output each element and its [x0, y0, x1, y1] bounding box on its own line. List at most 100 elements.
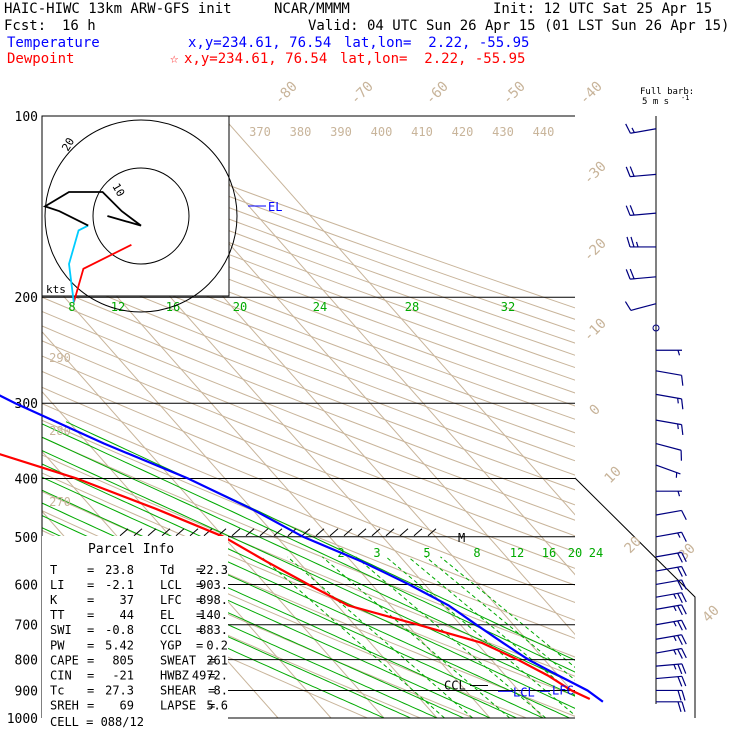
wind-barb-full — [677, 635, 683, 646]
wind-barb — [655, 531, 687, 542]
parcel-info-cell: 898. — [199, 593, 228, 607]
mixing-ratio-label: 3 — [373, 546, 380, 560]
wind-barb — [624, 301, 657, 311]
parcel-info-cell: SWEAT — [160, 653, 196, 667]
dry-adiabat — [42, 386, 575, 604]
pressure-tick-label: 500 — [15, 531, 38, 546]
mixing-ratio-label: 32 — [501, 300, 515, 314]
theta-label: 380 — [290, 125, 312, 139]
wind-barb — [625, 166, 657, 178]
wind-barb — [655, 579, 687, 591]
wind-barb-staff — [655, 419, 682, 426]
hodograph-ring-20 — [44, 119, 238, 313]
theta-label: 270 — [49, 495, 71, 509]
mixing-ratio-label: 16 — [542, 546, 556, 560]
wind-barb-full — [677, 676, 683, 687]
theta-label: 400 — [371, 125, 393, 139]
header-fcst-value: 16 h — [62, 18, 96, 34]
isotherm-label: 20 — [622, 534, 645, 557]
wind-barb-full — [677, 620, 683, 631]
wind-barb — [655, 619, 687, 631]
dry-adiabat — [42, 282, 575, 491]
theta-label: 390 — [330, 125, 352, 139]
moist-adiabat — [42, 515, 491, 718]
hatch-mark — [287, 528, 297, 537]
pressure-tick-label: 900 — [15, 684, 38, 699]
parcel-info-cell: T — [50, 563, 57, 577]
parcel-info-cell: = — [87, 593, 94, 607]
theta-label: 410 — [411, 125, 433, 139]
hatch-mark — [147, 528, 157, 537]
hatch-mark — [245, 528, 255, 537]
hatch-mark — [119, 528, 129, 537]
dewpoint-profile-line — [0, 453, 591, 700]
dry-adiabat — [42, 230, 575, 434]
hatch-mark — [189, 528, 199, 537]
wind-barb-staff — [655, 604, 682, 610]
legend-dewpoint-xy: x,y=234.61, 76.54 — [184, 51, 328, 67]
barb-key-units: 5 m s — [642, 97, 669, 107]
wind-barb-full — [625, 123, 631, 134]
parcel-info-cell: = — [208, 683, 215, 697]
header-valid: Valid: 04 UTC Sun 26 Apr 15 (01 LST Sun … — [308, 18, 730, 34]
parcel-info-cell: Tc — [50, 683, 64, 697]
wind-barb-staff — [655, 663, 682, 667]
hodograph-ring-10 — [92, 167, 190, 265]
moist-adiabat — [42, 476, 570, 718]
wind-barb-full — [681, 531, 687, 542]
theta-label: 280 — [49, 424, 71, 438]
legend-temperature-xy: x,y=234.61, 76.54 — [188, 35, 332, 51]
hatch-mark — [301, 528, 311, 537]
wind-barb-half — [673, 664, 677, 670]
isotherm-label: 40 — [700, 603, 723, 626]
dry-adiabat — [42, 340, 575, 553]
wind-barb-half — [677, 491, 681, 497]
dry-adiabat — [42, 217, 575, 420]
wind-barb-full — [681, 619, 687, 630]
pressure-tick-label: 1000 — [7, 712, 38, 727]
theta-label: 370 — [249, 125, 271, 139]
hodograph-trace — [68, 224, 89, 303]
wind-barb-half — [677, 350, 681, 356]
dry-adiabat — [42, 169, 575, 369]
wind-barb-staff — [655, 531, 682, 538]
dry-adiabat — [42, 242, 575, 448]
pressure-tick-label: 800 — [15, 654, 38, 669]
hatch-mark — [385, 528, 395, 537]
header-fcst-label: Fcst: — [4, 18, 47, 34]
wind-barb-full — [677, 566, 683, 577]
parcel-info-cell: 37 — [120, 593, 134, 607]
wind-barb-full — [677, 580, 683, 591]
parcel-info-cell: LFC — [160, 593, 182, 607]
parcel-info-cell: 22.3 — [199, 563, 228, 577]
hatch-mark — [133, 528, 143, 537]
parcel-info-cell: LI — [50, 578, 64, 592]
hatch-mark — [259, 528, 269, 537]
barb-key-title: Full barb: — [640, 87, 694, 97]
wind-barb-full — [681, 398, 684, 410]
hodograph-ring-label: 10 — [109, 181, 127, 199]
hatch-mark — [427, 528, 437, 537]
wind-barb-staff — [655, 393, 682, 400]
parcel-info-cell: = — [196, 578, 203, 592]
mixing-ratio-label: 24 — [589, 546, 603, 560]
parcel-info-cell: 8. — [214, 683, 228, 697]
hodograph-trace — [42, 191, 142, 227]
parcel-info-cell: 5.42 — [105, 638, 134, 652]
wind-barb-full — [681, 604, 687, 615]
wind-barb — [655, 370, 684, 386]
m-label: M — [458, 531, 465, 545]
wind-barb-staff — [630, 303, 657, 311]
wind-barb-full — [681, 701, 686, 712]
dry-adiabat — [42, 403, 575, 621]
temperature-profile-line — [0, 394, 604, 703]
theta-label: 420 — [452, 125, 474, 139]
parcel-info-cell: SHEAR — [160, 683, 197, 697]
hatch-mark — [203, 528, 213, 537]
theta-label: 440 — [533, 125, 555, 139]
hatch-mark — [231, 528, 241, 537]
mixing-ratio-label: 20 — [233, 300, 247, 314]
wind-barb-full — [681, 424, 684, 436]
wind-barb — [656, 349, 682, 356]
lfc-label: LFC — [552, 683, 574, 697]
